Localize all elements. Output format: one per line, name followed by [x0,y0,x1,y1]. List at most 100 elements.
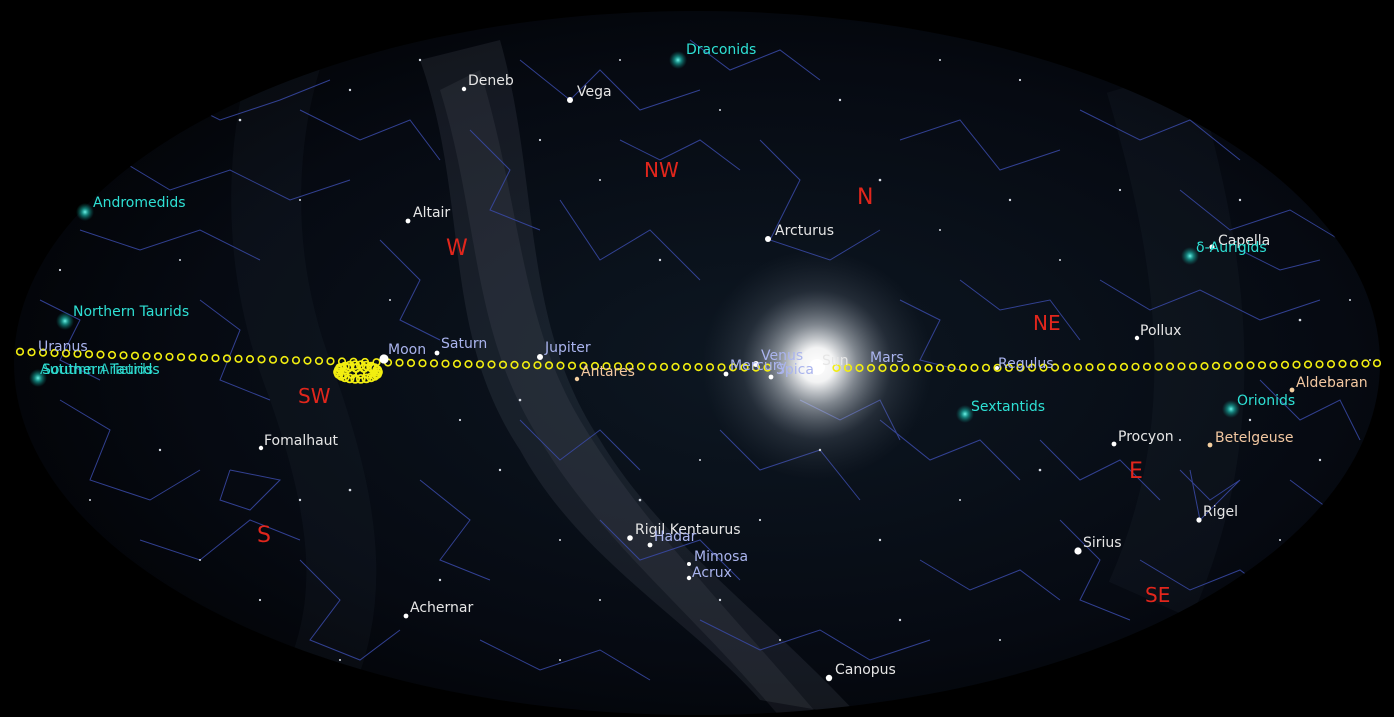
ecliptic-dot [832,363,841,373]
label-procyon[interactable]: Procyon [1118,429,1174,445]
ecliptic-dot [314,356,324,366]
label-autumn-arietids[interactable]: Autumn Arietids [40,362,154,378]
star-rigel [1196,517,1202,523]
ecliptic-dot [326,357,335,366]
ecliptic-dot [464,360,473,369]
star-hadar [647,542,653,548]
ecliptic-dot [958,363,968,373]
label-betelgeuse[interactable]: Betelgeuse [1215,430,1294,446]
ecliptic-dot [211,354,220,363]
ecliptic-dot [740,363,749,372]
star-capella [1209,244,1215,250]
label-saturn[interactable]: Saturn [441,336,488,352]
label-canopus[interactable]: Canopus [835,662,896,678]
ecliptic-dot [1361,359,1370,368]
ecliptic-dot [96,350,105,359]
label-antares[interactable]: Antares [581,364,635,380]
direction-sw: SW [298,384,331,408]
ecliptic-dot [705,363,715,372]
ecliptic-dot [717,363,726,372]
label-aldebaran[interactable]: Aldebaran [1296,375,1368,391]
label-achernar[interactable]: Achernar [410,600,474,616]
star-pollux [1134,335,1140,341]
ecliptic-dot [429,359,439,368]
label-altair[interactable]: Altair [413,205,451,221]
ecliptic-dot [1326,360,1336,369]
label-hadar[interactable]: Hadar [654,529,697,545]
direction-e: E [1129,459,1143,484]
direction-w: W [446,236,468,261]
direction-s: S [257,523,271,548]
ecliptic-dot [843,363,853,373]
label-southern-taurids[interactable]: Southern Taurids [42,362,160,378]
ecliptic-dot [418,359,427,368]
ecliptic-dot [38,348,48,357]
ecliptic-dot [1223,361,1232,370]
label-northern-taurids[interactable]: Northern Taurids [73,304,190,320]
ecliptic-dot [291,356,301,365]
sky-ellipse [14,11,1380,715]
label-deneb[interactable]: Deneb [468,73,514,89]
moon-loop-dot [355,373,366,384]
label-regulus[interactable]: Regulus [998,356,1054,372]
label-mimosa[interactable]: Mimosa [694,549,749,565]
ecliptic-dot [981,363,991,372]
ecliptic-dot [107,350,117,360]
ecliptic-dot [602,362,611,371]
label-orionids[interactable]: Orionids [1237,393,1296,409]
ecliptic-dot [1039,363,1048,372]
radiant-aurigids [1181,247,1199,265]
milky-way [420,40,860,715]
label-sextantids[interactable]: Sextantids [971,399,1046,415]
ecliptic-dot [912,363,922,373]
star-antares [574,376,580,382]
label-pollux[interactable]: Pollux [1140,323,1182,339]
label-rigil-kentaurus[interactable]: Rigil Kentaurus [635,522,741,538]
label-sirius[interactable]: Sirius [1083,535,1122,551]
ecliptic-dot [567,361,577,370]
label-moon[interactable]: Moon [388,342,427,358]
ecliptic-dot [406,358,416,368]
ecliptic-dot [1004,363,1014,372]
label-capella[interactable]: Capella [1218,233,1271,249]
label-sun[interactable]: Sun [822,353,849,369]
label-uranus[interactable]: Uranus [38,339,88,355]
ecliptic-dot [1372,359,1382,368]
ecliptic-dot [1246,361,1255,370]
ecliptic-dot [452,359,462,369]
ecliptic-dot [1315,360,1324,369]
star-vega [567,97,573,103]
star-acrux [686,575,692,581]
label-draconids[interactable]: Draconids [686,42,757,58]
ecliptic-dot [188,353,197,362]
radiant-draconids [669,51,687,69]
ecliptic-dot [280,355,289,365]
ecliptic-dot [1027,363,1037,372]
label-acrux[interactable]: Acrux [692,565,732,581]
ecliptic-dot [1280,360,1290,370]
label-arcturus[interactable]: Arcturus [775,223,835,239]
star-achernar [403,613,409,619]
ecliptic-dot [1062,363,1071,372]
label-aurigids[interactable]: δ-Aurigids [1196,240,1267,256]
star-altair [405,218,411,224]
star-mimosa [687,562,691,566]
ecliptic-dot [694,363,703,372]
ecliptic-dot [878,363,887,373]
star-spica [768,374,774,380]
ecliptic-dot [130,351,140,360]
radiant-southern-taurids [29,369,47,387]
label-mercury[interactable]: Mercury [730,358,787,374]
ecliptic-dot [50,348,59,358]
label-vega[interactable]: Vega [577,84,612,100]
ecliptic-dot [73,349,82,358]
label-fomalhaut[interactable]: Fomalhaut [264,433,339,449]
label-spica[interactable]: Spica [776,362,814,378]
label-venus[interactable]: Venus [761,348,804,364]
ecliptic-dot [671,362,680,372]
label-jupiter[interactable]: Jupiter [545,340,591,356]
ecliptic-dot [889,363,899,373]
label-andromedids[interactable]: Andromedids [93,195,186,211]
label-mars[interactable]: Mars [870,350,904,366]
label-rigel[interactable]: Rigel [1203,504,1239,520]
